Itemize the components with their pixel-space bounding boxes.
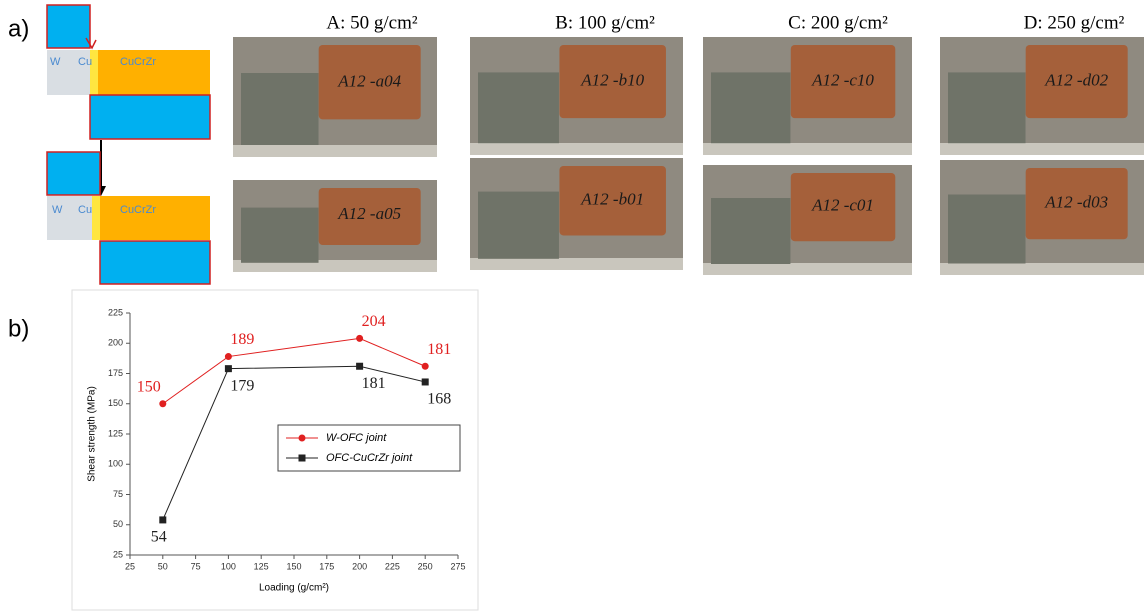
legend-marker <box>299 435 306 442</box>
w-block <box>47 196 92 240</box>
ruler <box>703 143 912 155</box>
ruler <box>940 143 1144 155</box>
photo: A12 -b01 <box>470 158 683 270</box>
data-label: 150 <box>137 378 161 395</box>
ruler <box>703 263 912 275</box>
point <box>225 365 232 372</box>
figure-canvas: a) W Cu CuCrZr W Cu CuCrZr b) A: 50 g/cm… <box>0 0 1144 613</box>
point <box>356 363 363 370</box>
y-tick-label: 225 <box>108 307 123 317</box>
inscription: A12 -d02 <box>1044 71 1108 90</box>
panel-label: a) <box>8 15 29 42</box>
y-axis-label: Shear strength (MPa) <box>87 386 98 482</box>
y-tick-label: 50 <box>113 519 123 529</box>
w-sample <box>711 72 790 143</box>
data-label: 168 <box>427 391 451 408</box>
point <box>356 335 363 342</box>
photo: A12 -d03 <box>940 160 1144 275</box>
x-tick-label: 225 <box>385 561 400 571</box>
photo: A12 -b10 <box>470 37 683 155</box>
data-label: 54 <box>151 529 167 546</box>
inscription: A12 -c10 <box>811 71 874 90</box>
shear-block <box>47 5 90 48</box>
x-tick-label: 25 <box>125 561 135 571</box>
ruler <box>233 145 437 157</box>
shear-block <box>47 152 100 195</box>
inscription: A12 -a05 <box>337 204 401 223</box>
diagram: W Cu CuCrZr <box>47 152 210 284</box>
y-tick-label: 150 <box>108 398 123 408</box>
photo: A12 -a05 <box>233 180 437 272</box>
x-tick-label: 50 <box>158 561 168 571</box>
x-tick-label: 150 <box>286 561 301 571</box>
x-tick-label: 175 <box>319 561 334 571</box>
x-tick-label: 275 <box>450 561 465 571</box>
ruler <box>470 143 683 155</box>
cu-layer <box>92 196 100 240</box>
w-sample <box>948 72 1026 143</box>
ruler <box>470 258 683 270</box>
w-sample <box>948 195 1026 264</box>
photo: A12 -a04 <box>233 37 437 157</box>
cucrzr-block <box>100 196 210 240</box>
y-tick-label: 75 <box>113 489 123 499</box>
data-label: 181 <box>362 375 386 392</box>
photo-title: D: 250 g/cm² <box>1024 12 1125 33</box>
y-tick-label: 25 <box>113 549 123 559</box>
y-tick-label: 175 <box>108 368 123 378</box>
w-sample <box>711 198 790 264</box>
data-label: 189 <box>230 331 254 348</box>
figure: a) W Cu CuCrZr W Cu CuCrZr b) A: 50 g/cm… <box>0 0 1144 613</box>
data-label: 179 <box>230 377 254 394</box>
x-tick-label: 75 <box>191 561 201 571</box>
cu-label: Cu <box>78 204 92 216</box>
x-tick-label: 125 <box>254 561 269 571</box>
photo-title: B: 100 g/cm² <box>555 12 655 33</box>
point <box>159 516 166 523</box>
inscription: A12 -c01 <box>811 196 874 215</box>
inscription: A12 -b01 <box>580 189 644 208</box>
photo: A12 -d02 <box>940 37 1144 155</box>
y-tick-label: 100 <box>108 459 123 469</box>
cucrzr-label: CuCrZr <box>120 204 156 216</box>
x-tick-label: 250 <box>418 561 433 571</box>
x-tick-label: 100 <box>221 561 236 571</box>
cu-label: Cu <box>78 56 92 68</box>
inscription: A12 -a04 <box>337 72 401 91</box>
x-tick-label: 200 <box>352 561 367 571</box>
photo-title: A: 50 g/cm² <box>326 12 417 33</box>
cucrzr-label: CuCrZr <box>120 56 156 68</box>
legend-marker <box>299 455 306 462</box>
w-label: W <box>52 204 63 216</box>
point <box>422 363 429 370</box>
legend-label: W-OFC joint <box>326 432 387 444</box>
point <box>159 400 166 407</box>
photo: A12 -c10 <box>703 37 912 155</box>
x-axis-label: Loading (g/cm²) <box>259 583 329 594</box>
inscription: A12 -d03 <box>1044 193 1108 212</box>
data-label: 204 <box>362 313 386 330</box>
photo: A12 -c01 <box>703 165 912 275</box>
photo-title: C: 200 g/cm² <box>788 12 888 33</box>
w-sample <box>241 208 319 263</box>
panel-label: b) <box>8 315 29 342</box>
w-sample <box>241 73 319 145</box>
inscription: A12 -b10 <box>580 71 644 90</box>
data-label: 181 <box>427 341 451 358</box>
y-tick-label: 200 <box>108 338 123 348</box>
point <box>422 378 429 385</box>
diagram: W Cu CuCrZr <box>47 5 210 139</box>
y-tick-label: 125 <box>108 428 123 438</box>
ruler <box>940 263 1144 275</box>
w-sample <box>478 72 559 143</box>
shear-block <box>100 241 210 284</box>
point <box>225 353 232 360</box>
shear-block <box>90 95 210 139</box>
legend-label: OFC-CuCrZr joint <box>326 452 413 464</box>
w-sample <box>478 192 559 259</box>
w-label: W <box>50 56 61 68</box>
